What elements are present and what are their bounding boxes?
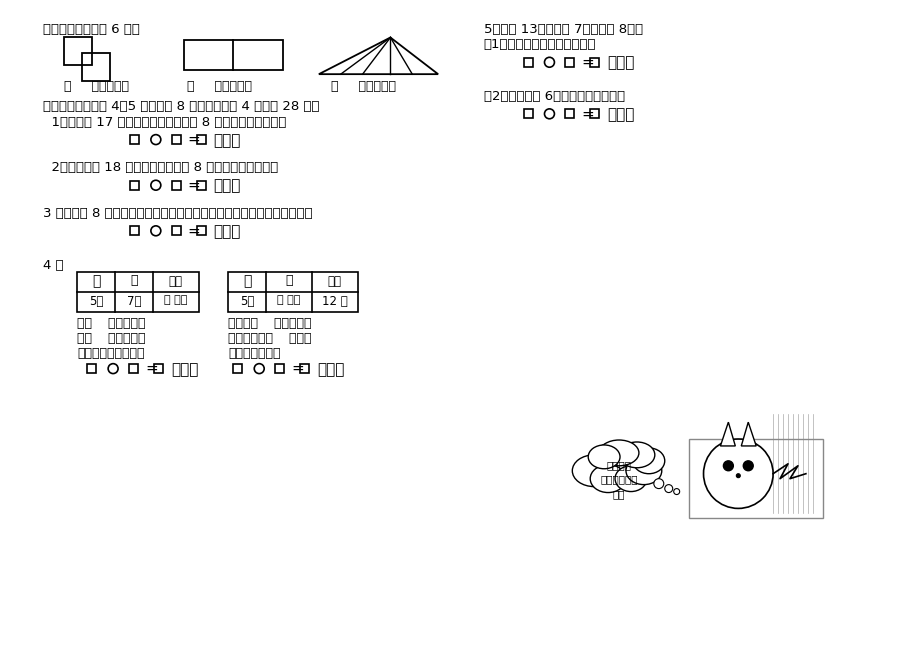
Text: 时间不多
了，赶快检查
吧！: 时间不多 了，赶快检查 吧！ [599,460,637,500]
Bar [82,53,110,81]
Text: （ ）个: （ ）个 [164,295,187,305]
Text: 其中菠萝有（    ）个。: 其中菠萝有（ ）个。 [228,332,312,345]
Text: （棵）: （棵） [213,224,241,239]
Bar [197,135,205,144]
Ellipse shape [598,440,638,466]
Text: 六、数一数。（共 6 分）: 六、数一数。（共 6 分） [42,23,140,36]
Text: （只）: （只） [607,107,634,122]
Text: =: = [581,106,594,121]
Bar [565,110,573,118]
Ellipse shape [625,457,661,485]
Ellipse shape [632,448,664,474]
Bar [64,38,92,66]
Text: =: = [145,361,157,376]
Polygon shape [741,422,755,446]
Text: （     ）个三角形: （ ）个三角形 [331,80,395,93]
Text: 一共有多少个水果？: 一共有多少个水果？ [77,347,144,360]
Bar [130,135,139,144]
Text: 🍍: 🍍 [243,275,251,288]
Bar [275,364,284,373]
Text: =: = [187,178,200,193]
Text: 🏐: 🏐 [130,275,138,288]
Ellipse shape [618,442,654,468]
Text: 12 个: 12 个 [322,295,347,308]
Circle shape [664,485,672,493]
Bar [590,110,598,118]
Bar [523,58,532,67]
Text: 5个: 5个 [89,295,103,308]
Text: （ ）个: （ ）个 [277,295,301,305]
Bar [687,439,822,519]
Text: （个）: （个） [171,361,198,376]
Bar [197,227,205,236]
Bar [184,40,283,70]
Bar [130,180,139,190]
Text: 有（    ）个西瓜。: 有（ ）个西瓜。 [77,332,146,345]
Bar [172,227,180,236]
Bar [172,135,180,144]
Bar [590,58,598,67]
Ellipse shape [586,442,650,485]
Bar [153,364,163,373]
Text: （     ）个正方形: （ ）个正方形 [64,80,130,93]
Text: 一共有（    ）个水果，: 一共有（ ）个水果， [228,317,312,330]
Circle shape [743,461,753,471]
Text: （2）、公鸡有 6只，母鸡有多少只？: （2）、公鸡有 6只，母鸡有多少只？ [483,90,624,103]
Ellipse shape [590,465,625,493]
Text: =: = [581,55,594,69]
Bar [197,180,205,190]
Ellipse shape [615,466,646,491]
Bar [300,364,309,373]
Text: 七、用一用。（第 4、5 小题每题 8 分，其余每题 4 分，共 28 分）: 七、用一用。（第 4、5 小题每题 8 分，其余每题 4 分，共 28 分） [42,100,319,113]
Text: （个）: （个） [316,361,344,376]
Circle shape [722,461,732,471]
Bar [523,110,532,118]
Text: 5个: 5个 [240,295,255,308]
Text: 2、一共要做 18 朵纸花，已经做好 8 朵，还要做多少朵？: 2、一共要做 18 朵纸花，已经做好 8 朵，还要做多少朵？ [42,162,278,175]
Text: （     ）个长方形: （ ）个长方形 [187,80,252,93]
Bar [77,273,199,312]
Ellipse shape [572,455,616,487]
Text: （只）: （只） [607,55,634,70]
Bar [129,364,138,373]
Circle shape [735,474,740,478]
Ellipse shape [587,445,619,469]
Bar [172,180,180,190]
Circle shape [703,439,772,508]
Text: （棵）: （棵） [213,132,241,148]
Text: （朵）: （朵） [213,178,241,193]
Polygon shape [720,422,734,446]
Text: 1、小华给 17 棵树苗浇水，已经浇了 8 棵，还要浇多少棵？: 1、小华给 17 棵树苗浇水，已经浇了 8 棵，还要浇多少棵？ [42,116,286,129]
Bar [228,273,357,312]
Circle shape [673,489,679,495]
Text: 有（    ）个菠萝，: 有（ ）个菠萝， [77,317,146,330]
Text: 7个: 7个 [127,295,142,308]
Bar [130,227,139,236]
Bar [233,364,242,373]
Circle shape [653,479,663,489]
Text: 西瓜有多少个？: 西瓜有多少个？ [228,347,280,360]
Bar [87,364,96,373]
Bar [565,58,573,67]
Text: =: = [290,361,303,376]
Text: =: = [187,132,200,147]
Text: 3 、梨树有 8 棵，桃树的棵数和梨树同样多，梨树和桃树一共有多少棵？: 3 、梨树有 8 棵，桃树的棵数和梨树同样多，梨树和桃树一共有多少棵？ [42,207,312,220]
Text: 合计: 合计 [327,275,341,288]
Text: 🏐: 🏐 [285,275,292,288]
Text: 🍍: 🍍 [92,275,100,288]
Text: =: = [187,223,200,238]
Text: 5、鸡有 13只，鸭有 7只，鹅有 8只。: 5、鸡有 13只，鸭有 7只，鹅有 8只。 [483,23,642,36]
Text: 合计: 合计 [168,275,183,288]
Text: 4 、: 4 、 [42,258,63,271]
Text: （1）、鸭和鹅一共有多少只？: （1）、鸭和鹅一共有多少只？ [483,38,596,51]
